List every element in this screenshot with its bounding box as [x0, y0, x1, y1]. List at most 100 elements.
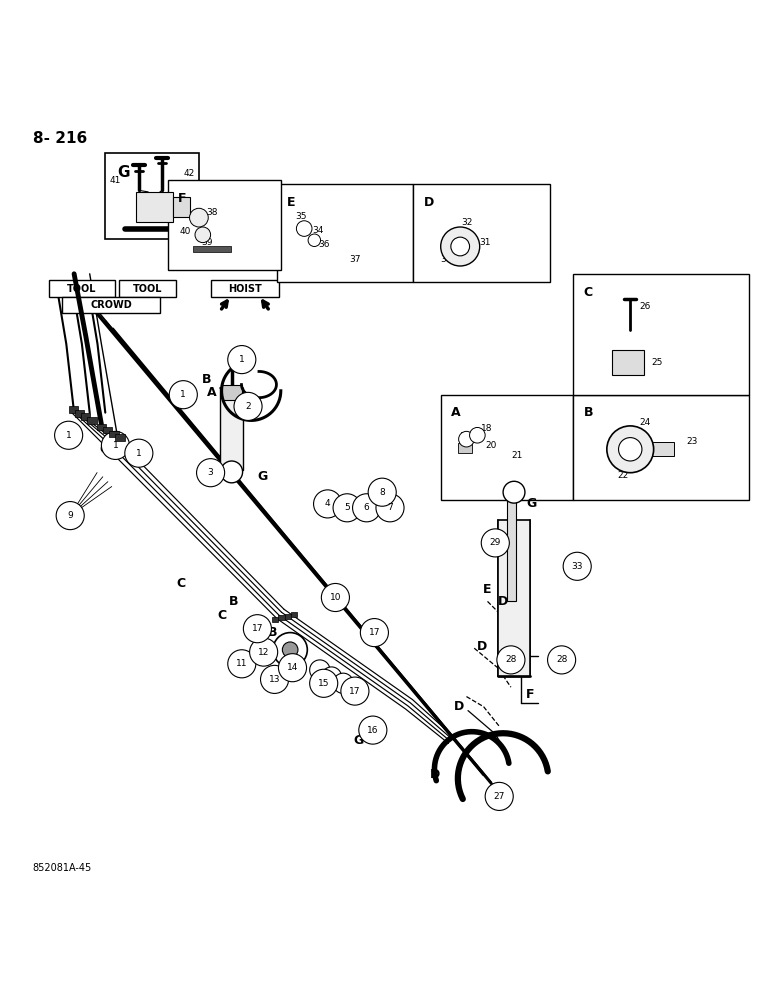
Circle shape [470, 427, 485, 443]
Bar [69, 406, 78, 413]
Text: D: D [498, 595, 509, 608]
Text: D: D [477, 640, 488, 653]
Circle shape [195, 227, 211, 243]
Circle shape [310, 660, 330, 680]
Bar [278, 615, 285, 620]
Text: G: G [353, 734, 364, 747]
Bar [573, 395, 749, 500]
Text: 1: 1 [239, 355, 245, 364]
Bar [193, 246, 231, 252]
Text: 6: 6 [363, 503, 370, 512]
Circle shape [321, 667, 342, 687]
Text: TOOL: TOOL [133, 284, 162, 294]
Circle shape [321, 583, 349, 612]
Text: G: G [526, 497, 537, 510]
Text: 12: 12 [258, 648, 269, 657]
Bar [115, 434, 125, 441]
Circle shape [607, 426, 654, 473]
Bar [81, 413, 90, 420]
Text: 1: 1 [66, 431, 72, 440]
Circle shape [261, 665, 289, 693]
Text: C: C [218, 609, 227, 622]
Circle shape [441, 227, 480, 266]
Circle shape [481, 529, 509, 557]
Text: 852081A-45: 852081A-45 [33, 863, 92, 873]
Text: 38: 38 [207, 208, 218, 217]
Bar [573, 274, 749, 395]
Text: 8: 8 [379, 488, 385, 497]
Text: 4: 4 [324, 499, 331, 508]
Text: B: B [243, 651, 253, 664]
Text: 37: 37 [349, 255, 361, 264]
Text: 10: 10 [330, 593, 341, 602]
Text: 34: 34 [312, 226, 324, 235]
Text: E: E [484, 583, 491, 596]
Text: 23: 23 [686, 437, 698, 446]
Circle shape [296, 221, 312, 236]
Text: B: B [202, 373, 211, 386]
Text: 41: 41 [109, 176, 121, 185]
Circle shape [228, 650, 256, 678]
Text: 31: 31 [480, 238, 491, 247]
Text: 39: 39 [201, 238, 213, 247]
Circle shape [308, 234, 321, 247]
Bar [498, 519, 530, 676]
Circle shape [234, 392, 262, 420]
Circle shape [368, 478, 396, 506]
Text: 17: 17 [369, 628, 380, 637]
Text: 14: 14 [287, 663, 298, 672]
Text: 1: 1 [112, 441, 119, 450]
Circle shape [125, 439, 153, 467]
Text: 8- 216: 8- 216 [33, 131, 87, 146]
Bar [220, 388, 243, 470]
Text: A: A [451, 406, 460, 419]
Bar [103, 427, 112, 433]
Text: TOOL: TOOL [67, 284, 97, 294]
Circle shape [169, 381, 197, 409]
Text: 36: 36 [318, 240, 330, 249]
Text: C: C [583, 286, 593, 299]
Text: 35: 35 [295, 212, 307, 221]
Circle shape [250, 638, 278, 666]
Text: F: F [526, 688, 534, 702]
Text: A: A [207, 386, 217, 399]
Text: 1: 1 [180, 390, 186, 399]
Bar [507, 484, 516, 601]
Bar [441, 395, 573, 500]
Text: 17: 17 [252, 624, 263, 633]
Circle shape [55, 421, 83, 449]
Bar [109, 431, 119, 437]
Text: F: F [178, 192, 186, 205]
Bar [173, 197, 190, 217]
Circle shape [278, 654, 307, 682]
Circle shape [485, 782, 513, 810]
Circle shape [273, 633, 307, 667]
Circle shape [282, 642, 298, 658]
Text: 1: 1 [136, 449, 142, 458]
Circle shape [333, 494, 361, 522]
Circle shape [243, 615, 271, 643]
Circle shape [314, 490, 342, 518]
Text: D: D [453, 700, 464, 713]
Bar [211, 280, 279, 297]
Bar [97, 424, 106, 430]
Circle shape [548, 646, 576, 674]
Bar [291, 612, 297, 617]
Bar [49, 280, 115, 297]
Text: 22: 22 [618, 471, 629, 480]
Text: C: C [99, 443, 108, 456]
Text: 2: 2 [245, 402, 251, 411]
Circle shape [221, 461, 243, 483]
Text: D: D [430, 768, 441, 781]
Bar [413, 184, 550, 282]
Text: G: G [117, 165, 129, 180]
Text: B: B [268, 626, 278, 639]
Text: C: C [176, 577, 186, 590]
Bar [62, 297, 160, 313]
Circle shape [56, 502, 84, 530]
Text: 3: 3 [207, 468, 214, 477]
Text: 33: 33 [572, 562, 583, 571]
Text: B: B [583, 406, 593, 419]
Bar [105, 153, 199, 239]
Bar [75, 410, 84, 417]
